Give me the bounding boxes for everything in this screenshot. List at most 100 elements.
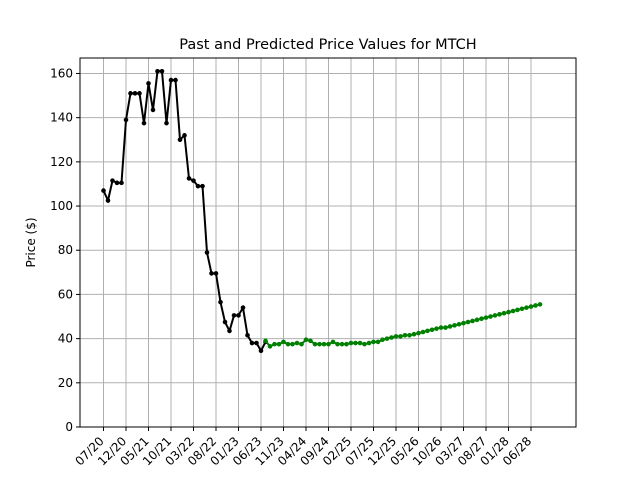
y-tick-label: 140 xyxy=(50,111,73,125)
data-point-predicted xyxy=(506,309,511,315)
data-point-past xyxy=(240,305,246,310)
data-point-predicted xyxy=(299,341,304,347)
data-point-predicted xyxy=(362,341,367,347)
data-point-predicted xyxy=(443,325,448,330)
data-point-predicted xyxy=(263,338,268,344)
y-tick-label: 40 xyxy=(58,332,73,346)
data-point-past xyxy=(119,180,124,186)
data-point-past xyxy=(168,77,174,83)
data-point-predicted xyxy=(285,341,291,347)
data-point-predicted xyxy=(470,318,475,324)
axis-ticks: 02040608010012014016007/2012/2005/2110/2… xyxy=(50,66,534,468)
data-point-past xyxy=(213,271,219,276)
y-tick-label: 20 xyxy=(58,376,73,390)
data-point-past xyxy=(182,133,187,138)
data-point-predicted xyxy=(276,341,282,347)
data-point-past xyxy=(114,180,120,186)
data-point-past xyxy=(155,68,160,74)
data-point-past xyxy=(177,137,183,143)
data-point-predicted xyxy=(501,310,507,316)
data-point-past xyxy=(191,178,196,183)
data-point-past xyxy=(101,188,106,193)
data-point-predicted xyxy=(447,324,453,329)
data-point-predicted xyxy=(398,334,403,339)
data-point-predicted xyxy=(375,339,381,345)
data-point-predicted xyxy=(411,331,417,337)
chart-title: Past and Predicted Price Values for MTCH xyxy=(179,37,476,53)
data-point-predicted xyxy=(407,333,412,338)
data-point-past xyxy=(254,340,259,346)
data-point-past xyxy=(227,328,232,334)
y-tick-label: 80 xyxy=(58,243,73,257)
data-point-past xyxy=(132,91,138,96)
data-point-predicted xyxy=(294,340,300,346)
data-point-predicted xyxy=(474,317,480,323)
data-point-predicted xyxy=(384,336,390,341)
data-point-past xyxy=(245,333,250,338)
data-point-past xyxy=(218,299,223,305)
data-point-predicted xyxy=(479,316,484,322)
y-axis-label: Price ($) xyxy=(24,217,38,267)
data-point-predicted xyxy=(510,308,516,314)
data-point-past xyxy=(222,319,228,325)
data-point-predicted xyxy=(434,326,439,331)
plot-area xyxy=(101,68,543,354)
y-tick-label: 160 xyxy=(50,66,73,80)
data-point-predicted xyxy=(272,341,277,347)
data-point-predicted xyxy=(497,312,502,317)
data-point-predicted xyxy=(537,302,543,307)
data-point-past xyxy=(204,250,210,255)
y-tick-label: 120 xyxy=(50,155,73,169)
data-point-predicted xyxy=(348,340,354,346)
data-point-predicted xyxy=(519,306,525,312)
data-point-predicted xyxy=(308,338,313,344)
data-point-predicted xyxy=(393,334,399,339)
data-point-past xyxy=(231,313,237,318)
y-tick-label: 0 xyxy=(65,420,73,434)
data-point-predicted xyxy=(380,337,385,343)
grid xyxy=(80,58,576,428)
data-point-predicted xyxy=(267,344,273,349)
data-point-past xyxy=(141,120,147,126)
data-point-predicted xyxy=(339,341,345,347)
data-point-predicted xyxy=(456,321,462,327)
data-point-predicted xyxy=(461,320,466,326)
data-point-predicted xyxy=(515,307,520,313)
data-point-predicted xyxy=(533,303,538,308)
data-point-predicted xyxy=(492,313,498,318)
data-point-past xyxy=(137,91,142,96)
data-point-predicted xyxy=(528,304,534,309)
data-point-predicted xyxy=(321,341,327,347)
data-point-past xyxy=(173,77,178,83)
data-point-predicted xyxy=(465,319,471,325)
data-point-predicted xyxy=(371,339,376,345)
data-point-past xyxy=(200,183,205,189)
data-point-predicted xyxy=(429,327,435,333)
data-point-predicted xyxy=(389,335,394,340)
data-point-past xyxy=(195,183,201,189)
data-point-past xyxy=(110,178,115,183)
data-point-past xyxy=(258,348,264,354)
data-point-predicted xyxy=(290,341,295,347)
data-point-predicted xyxy=(330,339,336,345)
data-point-predicted xyxy=(326,341,331,347)
data-point-past xyxy=(236,313,241,318)
data-point-past xyxy=(123,117,129,123)
data-point-past xyxy=(146,81,151,86)
data-point-past xyxy=(105,198,111,203)
data-point-predicted xyxy=(344,341,349,347)
data-point-predicted xyxy=(281,339,286,345)
data-point-predicted xyxy=(438,325,444,330)
data-point-predicted xyxy=(317,341,322,347)
data-point-past xyxy=(249,340,255,346)
data-point-predicted xyxy=(524,305,529,310)
data-point-predicted xyxy=(312,341,318,347)
data-point-predicted xyxy=(416,330,421,336)
y-tick-label: 100 xyxy=(50,199,73,213)
data-point-past xyxy=(150,107,156,113)
y-tick-label: 60 xyxy=(58,287,73,301)
data-point-past xyxy=(209,271,214,276)
data-point-predicted xyxy=(366,340,372,346)
data-point-predicted xyxy=(420,329,426,335)
